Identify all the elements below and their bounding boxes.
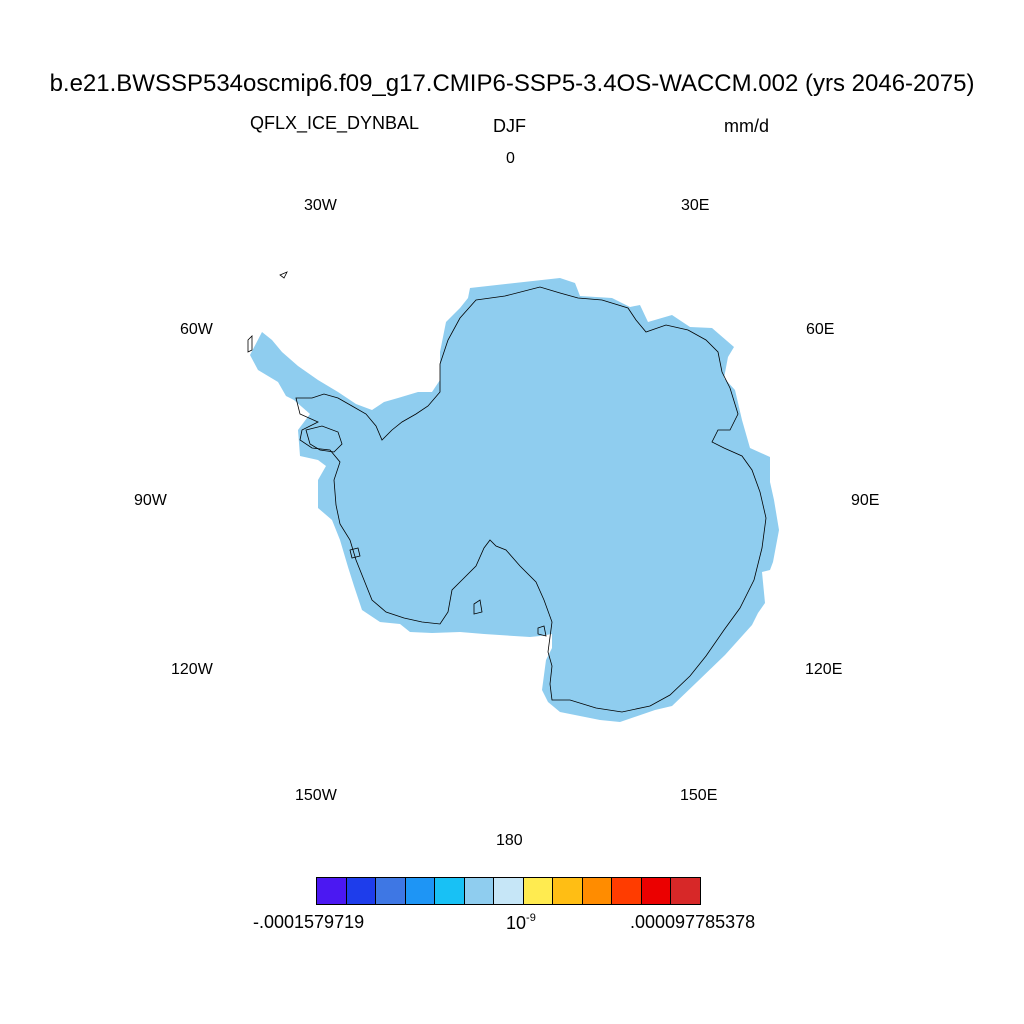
ice-dynbal-field [250,278,779,722]
lon-label-150e: 150E [680,787,718,804]
lon-label-90w: 90W [134,492,167,509]
island-outline [349,547,361,559]
lon-label-180: 180 [496,832,523,849]
colorbar-swatch [404,877,436,905]
lon-label-90e: 90E [851,492,880,509]
season-label: DJF [493,116,526,136]
lon-label-150w: 150W [295,787,337,804]
colorbar-mid-exponent: -9 [526,912,536,924]
colorbar-swatch [463,877,495,905]
colorbar-mid-label: 10-9 [506,912,536,934]
units-label: mm/d [724,116,769,136]
island-outline [247,335,253,353]
island-outline [537,625,547,637]
colorbar-swatch [375,877,406,905]
colorbar [316,877,701,905]
plot-title: b.e21.BWSSP534oscmip6.f09_g17.CMIP6-SSP5… [49,70,975,97]
colorbar-swatch [670,877,701,905]
colorbar-swatch [581,877,613,905]
colorbar-swatch [611,877,642,905]
lon-label-30w: 30W [304,197,337,214]
colorbar-swatch [552,877,583,905]
island-outline [279,271,288,279]
lon-label-60w: 60W [180,321,213,338]
colorbar-swatch [345,877,377,905]
colorbar-min-label: -.0001579719 [253,912,365,932]
lon-label-60e: 60E [806,321,835,338]
lon-label-120w: 120W [171,661,213,678]
colorbar-mid-base: 10 [506,913,527,933]
ice-shelf-outline [305,425,343,453]
colorbar-swatch [316,877,347,905]
lon-label-120e: 120E [805,661,843,678]
colorbar-swatch [493,877,524,905]
colorbar-swatch [522,877,554,905]
colorbar-swatch [640,877,672,905]
colorbar-max-label: .000097785378 [630,912,756,932]
lon-label-0: 0 [506,150,515,167]
variable-name: QFLX_ICE_DYNBAL [250,113,420,133]
colorbar-swatch [434,877,465,905]
lon-label-30e: 30E [681,197,710,214]
coastline [295,286,767,713]
island-outline [473,599,483,615]
